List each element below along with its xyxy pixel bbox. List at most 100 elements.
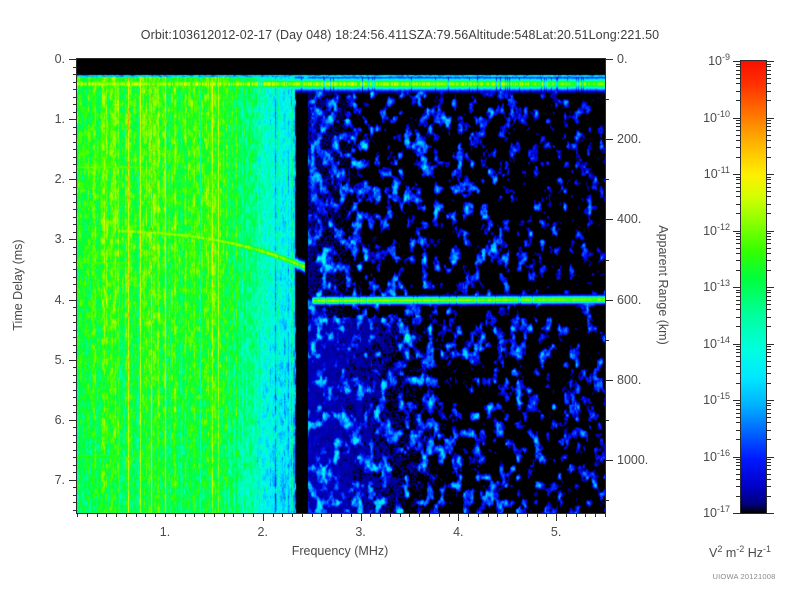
colorbar-tick-minor <box>766 316 771 318</box>
y-axis-label-right: Apparent Range (km) <box>656 225 670 345</box>
y-tick-minor-right <box>605 259 609 261</box>
colorbar-tick-minor <box>766 352 771 354</box>
colorbar-tick-minor <box>766 83 771 85</box>
long-value: 221.50 <box>620 28 660 42</box>
y-tick-minor-left <box>73 292 77 293</box>
colorbar-tick-minor <box>766 182 771 184</box>
x-tick-label: 4. <box>453 525 464 539</box>
colorbar-tick-minor <box>766 126 771 128</box>
x-tick-label: 2. <box>257 525 268 539</box>
colorbar-tick-minor <box>736 176 741 178</box>
y-tick-minor-left <box>73 457 77 459</box>
y-tick-minor-left <box>73 427 77 429</box>
y-tick-minor-left <box>73 382 77 384</box>
x-tick-minor <box>223 513 225 517</box>
colorbar-tick-major <box>733 230 741 232</box>
x-tick-minor <box>585 513 587 517</box>
y-tick-label-left: 2. <box>54 172 65 187</box>
colorbar-tick-label: 10-11 <box>703 164 730 181</box>
x-tick-minor <box>194 513 196 517</box>
long-label: Long: <box>588 28 621 42</box>
colorbar-tick-minor <box>766 412 771 414</box>
colorbar-tick-minor <box>766 122 771 124</box>
x-tick-label: 1. <box>159 525 171 539</box>
colorbar-tick-minor <box>736 402 741 404</box>
colorbar-tick-major <box>766 230 774 232</box>
colorbar-tick-minor <box>736 179 741 181</box>
y-tick-label-left: 6. <box>54 412 65 427</box>
colorbar-tick-minor <box>736 252 741 254</box>
y-tick-minor-left <box>73 269 77 271</box>
colorbar-tick-label: 10-14 <box>703 334 730 351</box>
colorbar-tick-minor <box>766 459 771 461</box>
x-tick-minor <box>341 513 342 517</box>
y-tick-minor-left <box>73 307 77 309</box>
x-tick-minor <box>86 513 88 517</box>
colorbar-tick-major <box>733 400 741 401</box>
y-tick-major-left <box>69 479 77 481</box>
colorbar-tick-minor <box>736 182 741 184</box>
colorbar-tick-minor <box>736 459 741 461</box>
y-tick-label-left: 0. <box>54 52 65 66</box>
y-tick-label-right: 600. <box>617 292 642 307</box>
colorbar-tick-label: 10-12 <box>703 221 730 238</box>
y-tick-minor-left <box>73 502 77 504</box>
x-tick-minor <box>184 513 186 517</box>
colorbar-tick-minor <box>766 203 771 205</box>
colorbar-tick-major <box>766 174 774 175</box>
y-tick-label-right: 0. <box>617 52 628 66</box>
x-tick-minor <box>311 513 313 517</box>
colorbar-tick-minor <box>766 156 771 158</box>
x-tick-major <box>458 513 460 521</box>
colorbar-tick-minor <box>766 196 771 198</box>
y-tick-minor-left <box>73 337 77 339</box>
x-tick-minor <box>507 513 509 517</box>
colorbar-tick-minor <box>736 412 741 414</box>
colorbar-tick-minor <box>766 348 771 350</box>
colorbar-tick-minor <box>766 309 771 311</box>
x-axis-label: Frequency (MHz) <box>291 544 389 558</box>
colorbar-tick-minor <box>766 269 771 271</box>
y-tick-minor-right <box>605 500 609 502</box>
x-tick-minor <box>301 513 303 517</box>
y-tick-minor-left <box>73 314 77 316</box>
x-tick-minor <box>135 513 137 517</box>
x-tick-major <box>556 513 558 521</box>
x-tick-minor <box>468 513 470 517</box>
colorbar-unit-label: V2 m-2 Hz-1 <box>708 543 772 560</box>
colorbar-tick-minor <box>736 469 741 471</box>
y-tick-minor-left <box>73 389 77 391</box>
x-tick-minor <box>477 513 479 517</box>
x-tick-minor <box>409 513 411 517</box>
colorbar-tick-minor <box>736 495 741 497</box>
x-tick-minor <box>526 513 528 517</box>
x-tick-major <box>262 513 264 521</box>
x-tick-label: 5. <box>550 525 562 539</box>
colorbar-tick-label: 10-15 <box>703 390 730 407</box>
y-tick-minor-left <box>73 284 77 286</box>
colorbar-tick-minor <box>766 213 771 215</box>
sza-value: 79.56 <box>436 28 469 42</box>
colorbar-tick-minor <box>736 66 741 68</box>
colorbar-tick-minor <box>766 252 771 254</box>
y-tick-label-left: 4. <box>54 292 65 307</box>
y-tick-minor-left <box>73 171 77 173</box>
colorbar-tick-minor <box>766 461 771 463</box>
colorbar-tick-minor <box>766 365 771 367</box>
colorbar-tick-minor <box>766 304 771 305</box>
altitude-value: 548 <box>514 28 536 42</box>
colorbar-tick-major <box>733 174 741 175</box>
x-tick-minor <box>605 513 606 517</box>
y-tick-minor-left <box>73 329 77 331</box>
y-tick-minor-right <box>605 179 609 181</box>
colorbar-tick-minor <box>736 260 741 262</box>
x-tick-minor <box>292 513 294 517</box>
x-tick-minor <box>165 513 166 517</box>
colorbar-tick-minor <box>766 69 771 71</box>
colorbar-tick-minor <box>736 478 741 480</box>
colorbar-tick-minor <box>766 417 771 418</box>
colorbar-tick-minor <box>766 247 771 249</box>
y-tick-minor-left <box>73 134 77 136</box>
x-tick-minor <box>125 513 127 517</box>
